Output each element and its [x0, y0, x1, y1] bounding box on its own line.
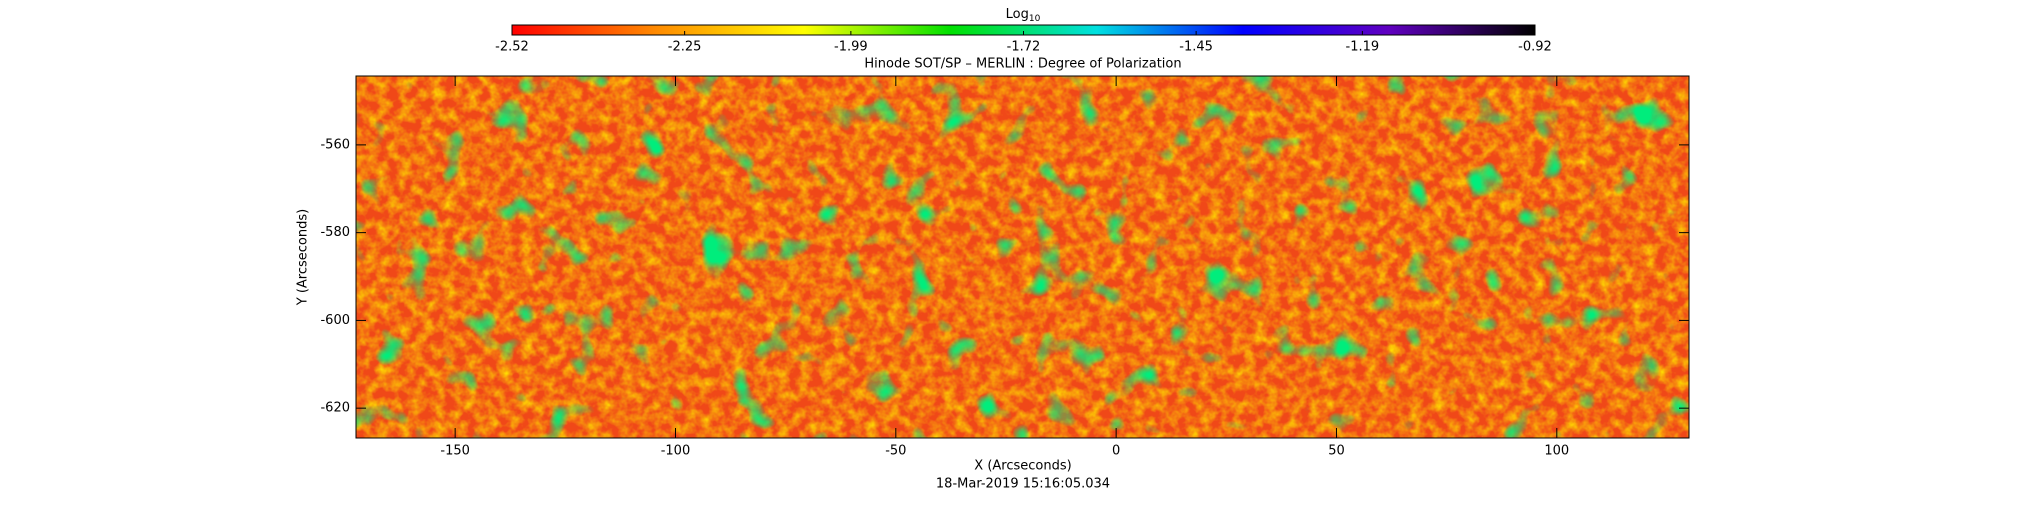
colorbar-tick-label: -1.19 — [1346, 40, 1380, 55]
x-tick-label: -100 — [661, 444, 691, 459]
x-tick-label: 50 — [1328, 444, 1345, 459]
x-axis-label: X (Arcseconds) — [974, 459, 1071, 474]
y-tick-label: -580 — [320, 225, 350, 240]
colorbar-tick-label: -1.45 — [1179, 40, 1213, 55]
colorbar-tick-label: -1.72 — [1007, 40, 1041, 55]
colorbar-tick-label: -0.92 — [1518, 40, 1552, 55]
y-axis-label: Y (Arcseconds) — [296, 209, 311, 306]
colorbar-tick-label: -2.52 — [495, 40, 529, 55]
image-features — [356, 76, 1689, 438]
image — [356, 76, 1689, 438]
colorbar-title-sub: 10 — [1029, 14, 1041, 24]
x-tick-label: 100 — [1544, 444, 1569, 459]
colorbar-tick-label: -2.25 — [668, 40, 702, 55]
y-tick-label: -600 — [320, 313, 350, 328]
y-tick-label: -620 — [320, 401, 350, 416]
x-tick-label: -50 — [885, 444, 906, 459]
chart-title: Hinode SOT/SP – MERLIN : Degree of Polar… — [864, 57, 1181, 72]
footer: 18-Mar-2019 15:16:05.034 — [936, 477, 1110, 492]
x-tick-label: -150 — [440, 444, 470, 459]
colorbar-title-base: Log — [1006, 7, 1029, 22]
y-tick-label: -560 — [320, 137, 350, 152]
x-tick-label: 0 — [1112, 444, 1120, 459]
colorbar-tick-label: -1.99 — [834, 40, 868, 55]
colorbar-title: Log10 — [1006, 7, 1041, 24]
plot-frame — [355, 75, 1690, 439]
